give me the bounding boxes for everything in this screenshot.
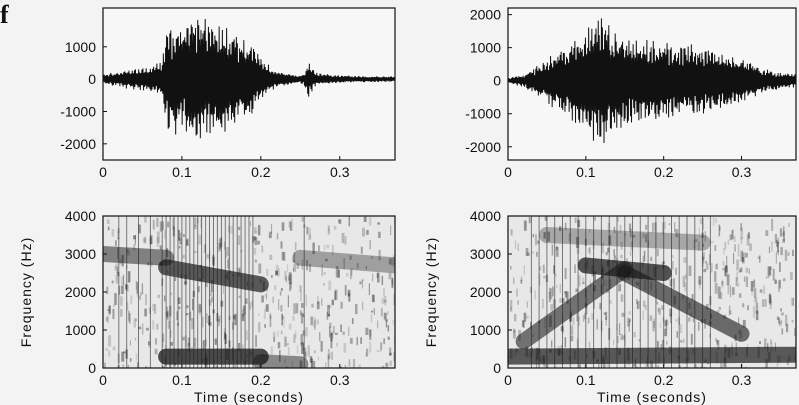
formant-band	[252, 354, 309, 368]
panel-spectrogram-right: 0 0.1 0.2 0.3 0 1000 2000 3000 4000 Time (seconds…	[423, 208, 797, 405]
formant-band	[508, 346, 796, 365]
y-tick-label: 0	[493, 73, 501, 89]
plot-frame	[102, 7, 396, 161]
waveform-series	[508, 18, 796, 143]
y-tick-label: 1000	[470, 40, 501, 56]
y-tick-label: 1000	[65, 322, 96, 338]
y-tick-label: 1000	[65, 39, 96, 55]
formant-band	[292, 249, 395, 274]
x-axis-label: Time (seconds)	[194, 389, 304, 405]
x-tick-label: 0.1	[576, 372, 596, 388]
y-tick-label: 1000	[470, 322, 501, 338]
y-tick-label: 2000	[470, 284, 501, 300]
x-tick-label: 0.2	[251, 164, 271, 180]
x-tick-label: 0.2	[654, 372, 674, 388]
y-tick-label: 3000	[65, 246, 96, 262]
x-tick-label: 0.3	[732, 164, 752, 180]
x-tick-label: 0.2	[654, 164, 674, 180]
formant-band	[103, 246, 175, 266]
panel-waveform-right: 0 0.1 0.2 0.3 -2000 -1000 0 1000 2000	[465, 7, 797, 180]
y-tick-label: 4000	[470, 208, 501, 224]
formant-band	[515, 261, 633, 350]
panel-spectrogram-left: 0 0.1 0.2 0.3 0 1000 2000 3000 4000 Time (seconds…	[18, 208, 396, 405]
x-tick-label: 0.3	[330, 164, 350, 180]
y-tick-label: 2000	[470, 7, 501, 23]
formant-band	[616, 265, 750, 342]
x-tick-label: 0	[99, 164, 107, 180]
x-tick-label: 0.1	[576, 164, 596, 180]
x-tick-label: 0.1	[172, 372, 192, 388]
x-tick-label: 0	[504, 164, 512, 180]
y-tick-label: 2000	[65, 284, 96, 300]
y-tick-label: 0	[88, 71, 96, 87]
y-tick-label: -1000	[465, 106, 501, 122]
x-axis-label: Time (seconds)	[597, 389, 707, 405]
x-tick-label: 0.3	[330, 372, 350, 388]
cropped-text-fragment: f	[0, 0, 9, 29]
plot-frame	[507, 7, 797, 161]
y-axis-label: Frequency (Hz)	[423, 237, 439, 347]
y-tick-label: -2000	[465, 139, 501, 155]
waveform-series	[103, 19, 395, 139]
y-tick-label: 0	[493, 360, 501, 376]
x-tick-label: 0.2	[251, 372, 271, 388]
y-tick-label: -2000	[60, 136, 96, 152]
y-tick-label: -1000	[60, 103, 96, 119]
y-axis-label: Frequency (Hz)	[18, 237, 34, 347]
y-tick-label: 3000	[470, 246, 501, 262]
y-tick-label: 0	[88, 360, 96, 376]
panel-waveform-left: 0 0.1 0.2 0.3 -2000 -1000 0 1000	[60, 7, 396, 180]
y-tick-label: 4000	[65, 208, 96, 224]
x-tick-label: 0	[99, 372, 107, 388]
x-tick-label: 0.3	[732, 372, 752, 388]
x-tick-label: 0	[504, 372, 512, 388]
x-tick-label: 0.1	[172, 164, 192, 180]
